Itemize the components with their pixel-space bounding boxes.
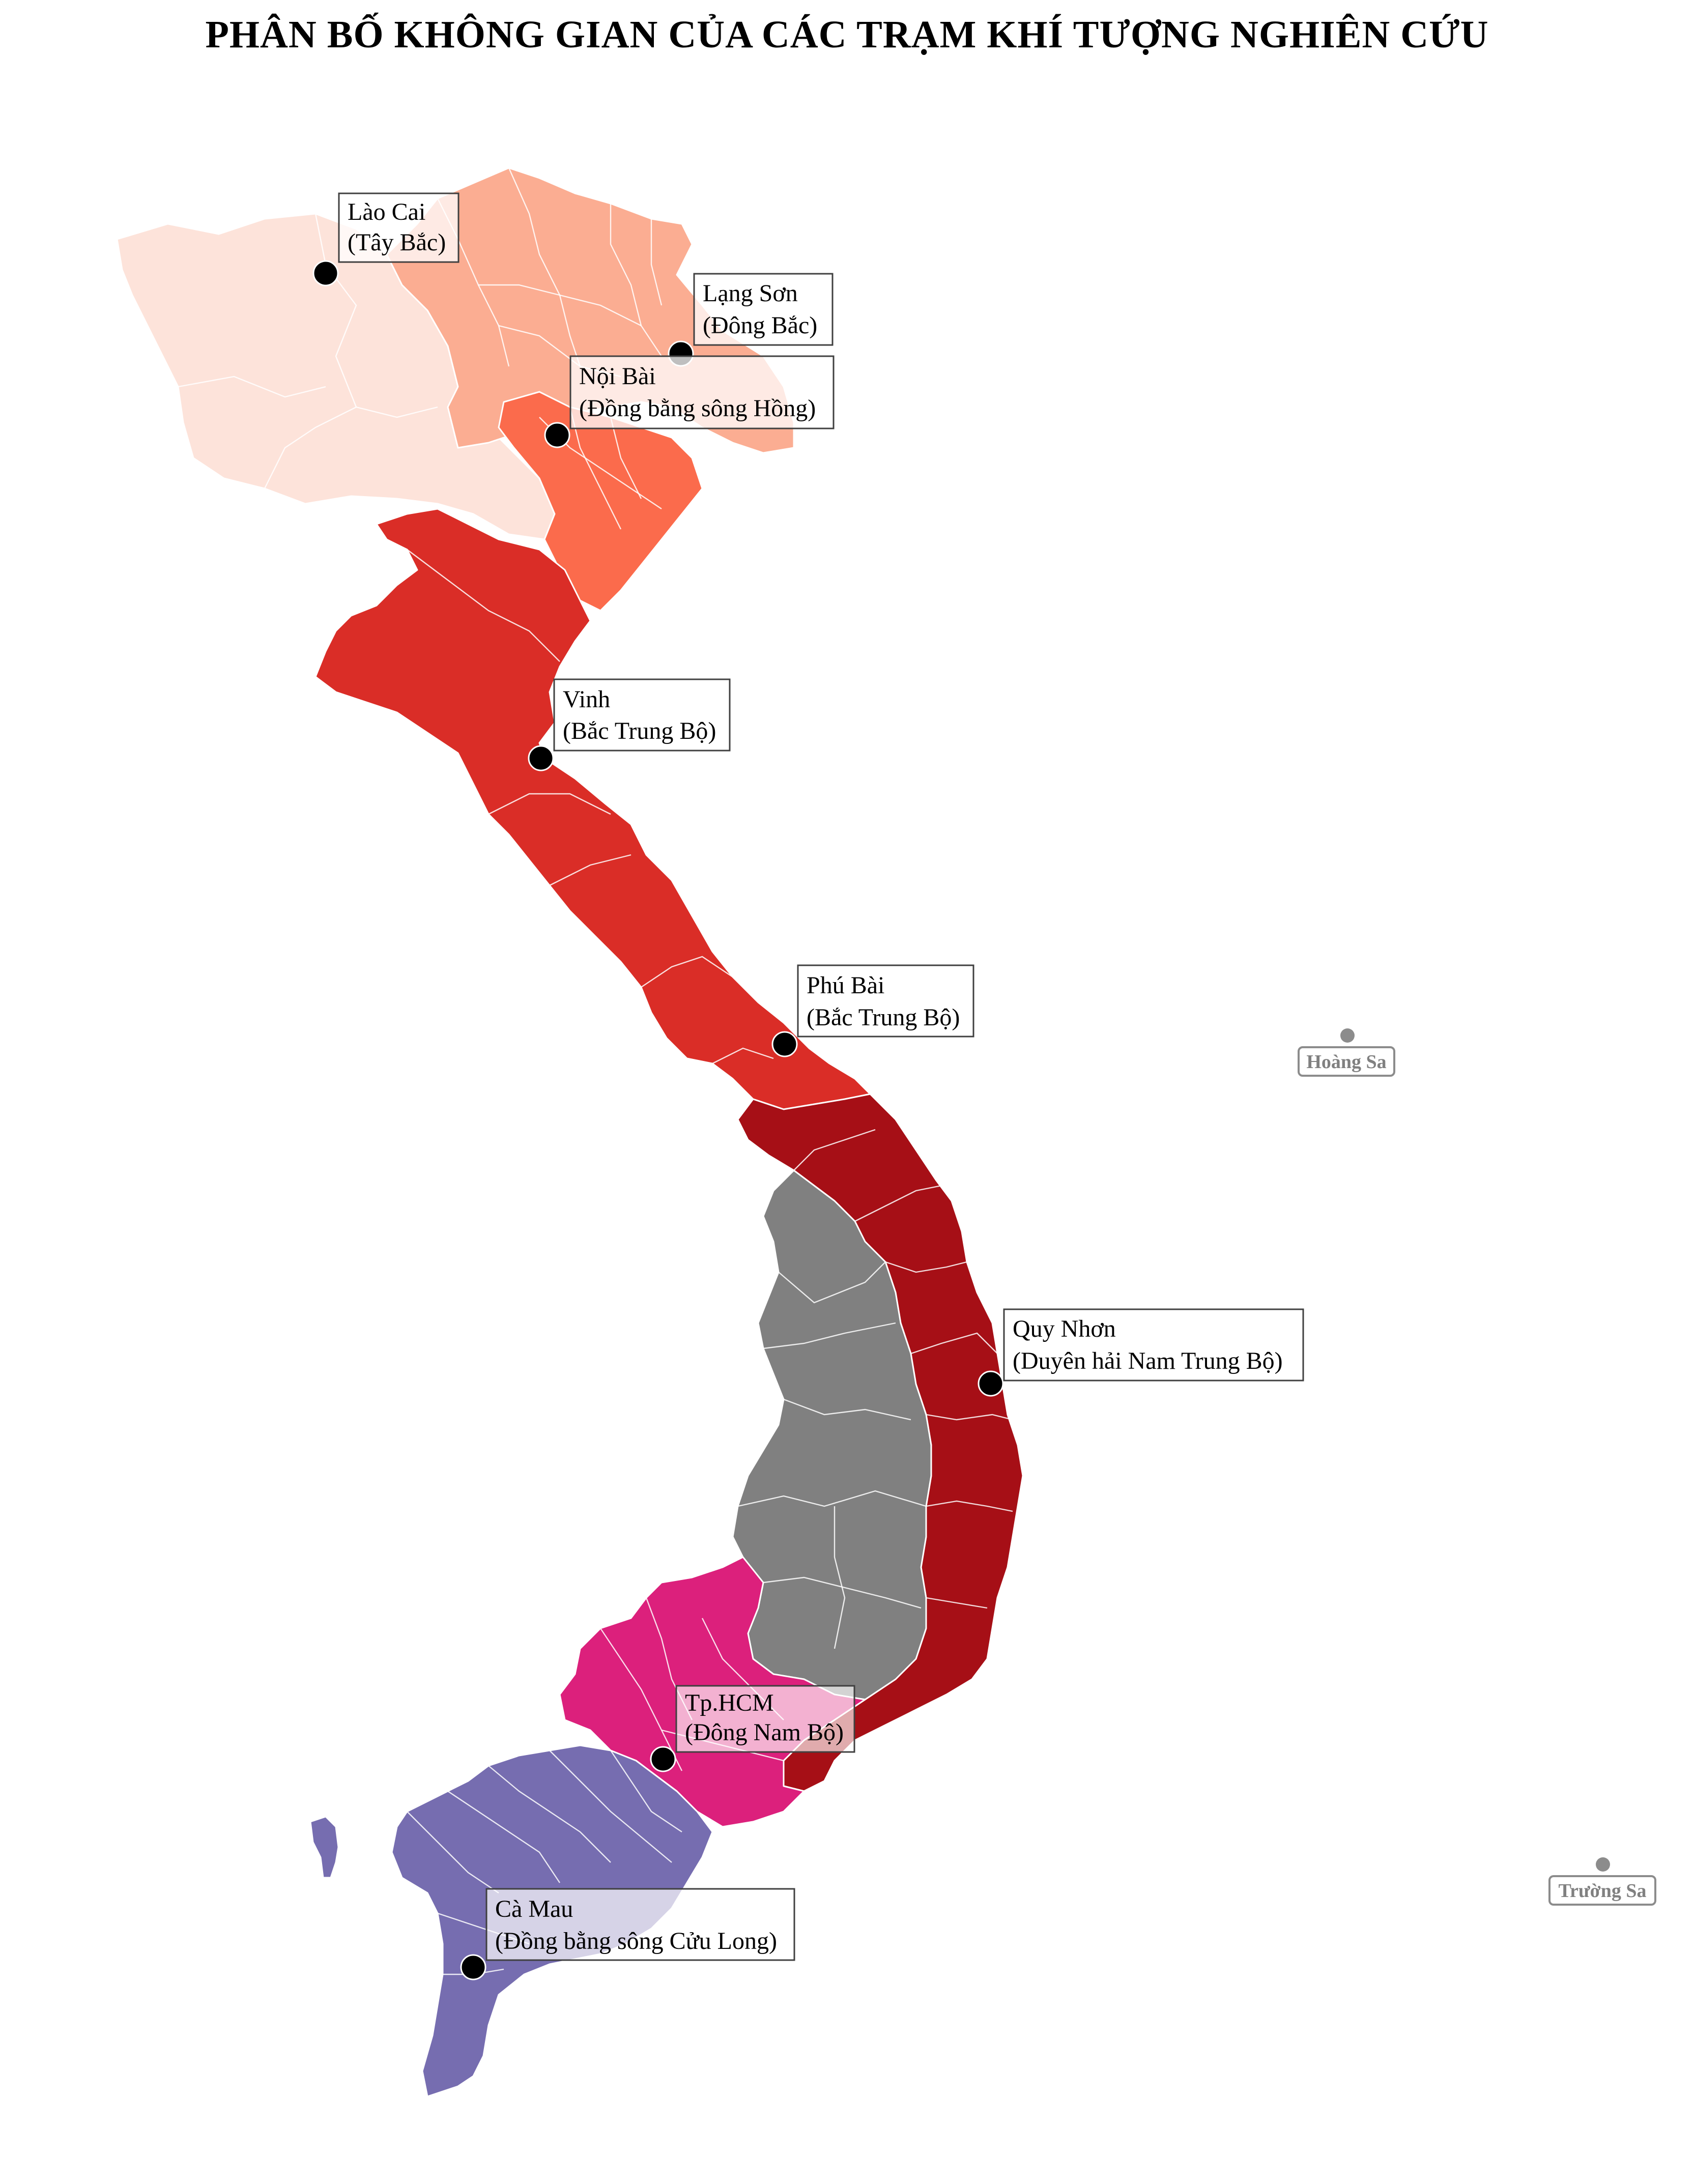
station-region: (Bắc Trung Bộ) (807, 1004, 960, 1031)
station-marker (650, 1746, 676, 1772)
station-region: (Bắc Trung Bộ) (563, 717, 716, 744)
station-region: (Duyên hải Nam Trung Bộ) (1013, 1347, 1283, 1374)
station-label-box (675, 1685, 855, 1753)
islands-layer: Hoàng Sa Trường Sa (1298, 1028, 1656, 1906)
station-quy-nhon: Quy Nhơn (Duyên hải Nam Trung Bộ) (978, 1308, 1304, 1397)
island-marker (1340, 1028, 1355, 1043)
station-lao-cai: Lào Cai (Tây Bắc) (312, 192, 460, 286)
station-noi-bai: Nội Bài (Đồng bằng sông Hồng) (544, 355, 835, 448)
station-name: Vinh (563, 686, 610, 713)
station-name: Phú Bài (807, 972, 884, 999)
station-marker (978, 1370, 1004, 1397)
island-label: Trường Sa (1558, 1880, 1646, 1902)
station-region: (Tây Bắc) (348, 229, 446, 256)
station-name: Tp.HCM (685, 1689, 774, 1716)
station-region: (Đông Nam Bộ) (685, 1719, 844, 1746)
station-name: Quy Nhơn (1013, 1315, 1116, 1342)
station-label-box (338, 192, 460, 263)
station-name: Lạng Sơn (703, 280, 798, 307)
station-marker (771, 1031, 798, 1057)
station-marker (460, 1954, 486, 1980)
station-ca-mau: Cà Mau (Đồng bằng sông Cửu Long) (460, 1888, 795, 1980)
station-phu-bai: Phú Bài (Bắc Trung Bộ) (771, 964, 974, 1057)
station-name: Lào Cai (348, 198, 425, 225)
station-vinh: Vinh (Bắc Trung Bộ) (528, 678, 731, 771)
station-name: Cà Mau (495, 1895, 573, 1922)
station-region: (Đông Bắc) (703, 312, 817, 339)
station-label-box (485, 1888, 795, 1961)
station-lang-son: Lạng Sơn (Đông Bắc) (668, 273, 834, 367)
island-marker (1596, 1857, 1610, 1872)
station-marker (544, 422, 570, 448)
island-truong-sa: Trường Sa (1548, 1857, 1656, 1906)
station-label-box (797, 964, 974, 1038)
island-label: Hoàng Sa (1306, 1051, 1386, 1073)
station-region: (Đồng bằng sông Cửu Long) (495, 1928, 777, 1955)
station-label-box (553, 678, 731, 752)
station-label-box (1003, 1308, 1304, 1382)
station-region: (Đồng bằng sông Hồng) (579, 395, 816, 422)
station-label-box (569, 355, 835, 429)
station-label-box (693, 273, 834, 346)
map-title: PHÂN BỐ KHÔNG GIAN CỦA CÁC TRẠM KHÍ TƯỢN… (205, 13, 1489, 56)
station-tp-hcm: Tp.HCM (Đông Nam Bộ) (650, 1685, 855, 1772)
station-name: Nội Bài (579, 363, 656, 390)
island-hoang-sa: Hoàng Sa (1298, 1028, 1395, 1077)
station-marker (528, 745, 554, 771)
island-label-box (1548, 1875, 1656, 1906)
island-label-box (1298, 1046, 1395, 1077)
stations-layer: Lào Cai (Tây Bắc) Lạng Sơn (Đông Bắc) Nộ… (312, 192, 1304, 1980)
region-phu-quoc-island (309, 1816, 339, 1879)
station-marker (312, 260, 339, 286)
